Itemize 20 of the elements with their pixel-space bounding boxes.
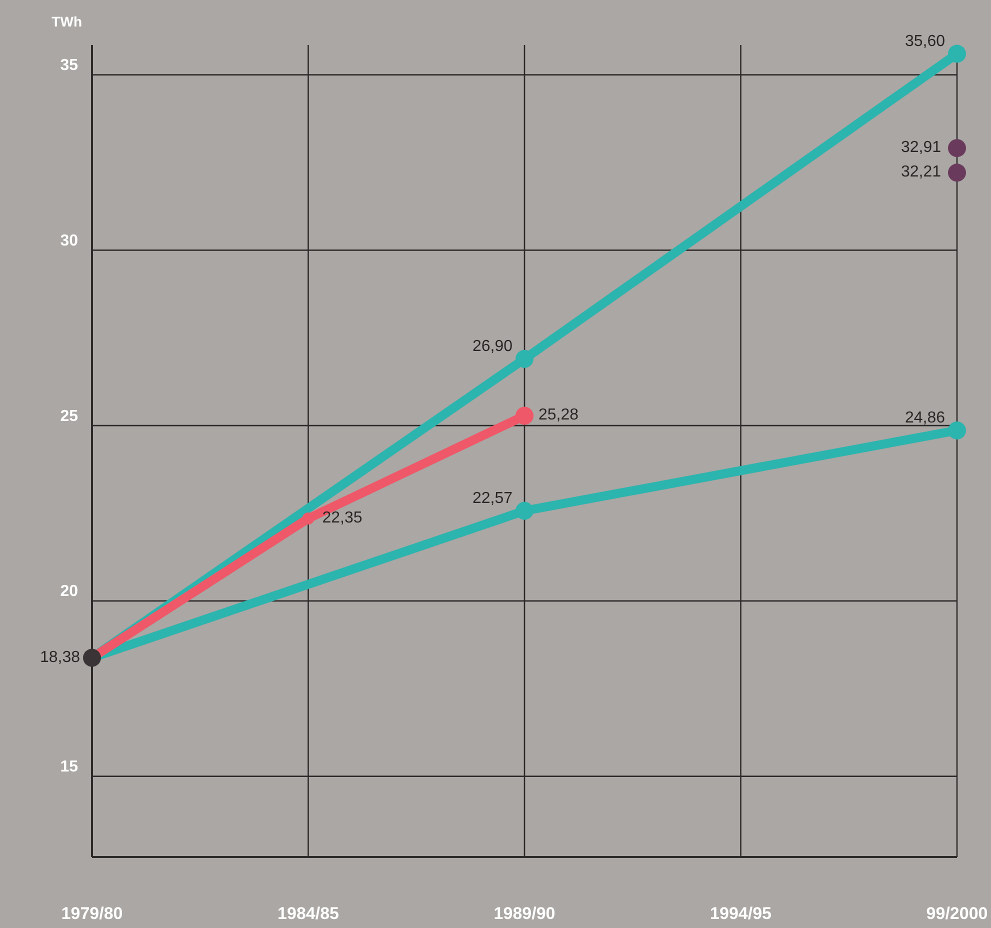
x-tick-label: 1984/85: [278, 904, 339, 924]
data-label: 32,21: [900, 164, 942, 181]
data-label: 35,60: [904, 32, 946, 50]
x-tick-label: 1989/90: [494, 904, 556, 924]
x-tick-label: 1994/95: [710, 904, 772, 924]
y-tick-label: 35: [60, 57, 78, 74]
x-tick-label: 99/2000: [926, 904, 988, 924]
data-label: 22,35: [322, 510, 362, 527]
x-tick-label: 1979/80: [61, 904, 123, 924]
y-axis-title: TWh: [52, 14, 82, 30]
y-tick-label: 30: [60, 232, 78, 250]
data-label: 18,38: [40, 648, 80, 666]
y-tick-label: 20: [60, 583, 78, 600]
data-label: 24,86: [904, 409, 946, 426]
data-label: 22,57: [472, 490, 513, 507]
y-tick-label: 25: [60, 408, 78, 425]
y-tick-label: 15: [60, 758, 78, 776]
data-label: 25,28: [538, 406, 579, 424]
data-label: 32,91: [900, 139, 942, 156]
data-label: 26,90: [472, 338, 513, 355]
